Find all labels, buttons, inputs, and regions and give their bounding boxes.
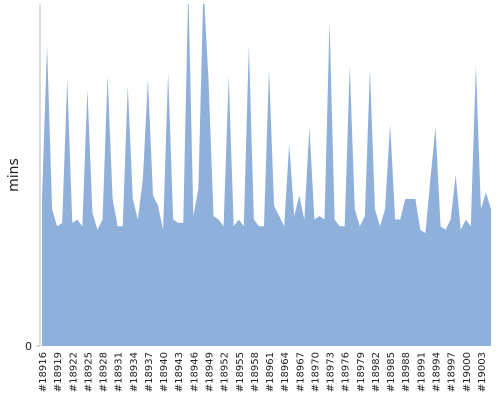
x-tick-label: #19003: [477, 352, 488, 392]
x-tick-label: #19000: [462, 352, 473, 392]
y-tick-label: 0: [25, 340, 32, 353]
x-tick-label: #18961: [265, 352, 276, 392]
x-tick-label: #18976: [341, 352, 352, 392]
x-tick-label: #18988: [401, 352, 412, 392]
x-tick-label: #18952: [220, 352, 231, 392]
x-tick-label: #18973: [326, 352, 337, 392]
x-tick-label: #18955: [235, 352, 246, 392]
x-tick-label: #18985: [386, 352, 397, 392]
x-tick-label: #18928: [99, 352, 110, 392]
x-tick-label: #18943: [174, 352, 185, 392]
x-tick-label: #18916: [38, 352, 49, 392]
x-tick-label: #18937: [144, 352, 155, 392]
x-tick-label: #18958: [250, 352, 261, 392]
x-tick-label: #18949: [204, 352, 215, 392]
x-tick-label: #18934: [129, 352, 140, 392]
area: [42, 4, 491, 346]
x-tick-label: #18991: [416, 352, 427, 392]
x-tick-label: #18964: [280, 352, 291, 392]
x-tick-label: #18967: [295, 352, 306, 392]
x-tick-label: #18925: [83, 352, 94, 392]
x-tick-label: #18970: [310, 352, 321, 392]
x-tick-label: #18922: [68, 352, 79, 392]
x-tick-label: #18940: [159, 352, 170, 392]
x-tick-label: #18931: [114, 352, 125, 392]
x-tick-label: #18979: [356, 352, 367, 392]
x-tick-label: #18946: [189, 352, 200, 392]
y-axis-label: mins: [6, 158, 22, 192]
x-tick-label: #18994: [432, 352, 443, 392]
x-tick-label: #18919: [53, 352, 64, 392]
x-tick-label: #18997: [447, 352, 458, 392]
x-tick-label: #18982: [371, 352, 382, 392]
